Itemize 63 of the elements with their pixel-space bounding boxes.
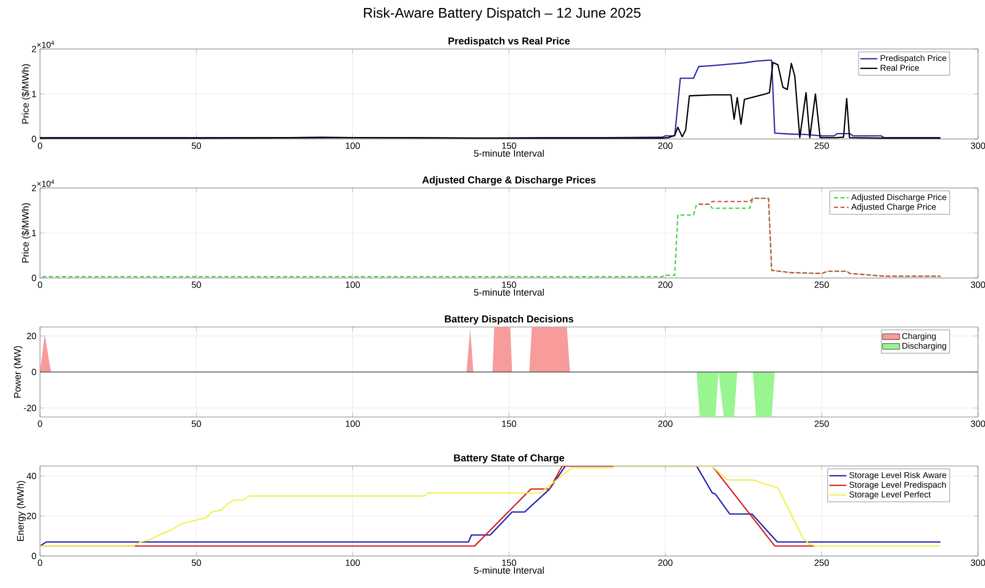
chart-title: Risk-Aware Battery Dispatch – 12 June 2025 <box>364 8 641 21</box>
legend-label: Real Price <box>880 64 919 71</box>
x-tick-label: 150 <box>502 420 516 427</box>
x-axis-title: 5-minute Interval <box>474 150 544 157</box>
y-tick-label: 20 <box>26 512 36 520</box>
x-tick-label: 0 <box>38 420 42 427</box>
y-axis-title: Price ($/MWh) <box>22 64 31 124</box>
y-tick-label: 20 <box>26 332 36 340</box>
x-tick-label: 0 <box>38 282 42 288</box>
x-tick-label: 300 <box>970 142 985 149</box>
x-tick-label: 200 <box>658 420 672 427</box>
legend-label: Discharging <box>902 342 946 350</box>
y-tick-label: 2 <box>32 184 36 192</box>
y-tick-label: -20 <box>24 404 36 412</box>
chart-title: Adjusted Charge & Discharge Prices <box>422 176 596 186</box>
x-tick-label: 250 <box>814 420 829 427</box>
x-tick-label: 100 <box>346 560 360 566</box>
y-tick-label: 0 <box>32 552 36 560</box>
x-tick-label: 100 <box>346 142 360 149</box>
legend-label: Storage Level Risk Aware <box>849 472 946 480</box>
x-tick-label: 50 <box>192 560 201 566</box>
chart-title: Battery State of Charge <box>454 454 564 464</box>
y-tick-label: 1 <box>32 230 36 236</box>
y-tick-label: 40 <box>26 472 36 480</box>
x-tick-label: 50 <box>192 282 201 288</box>
y-axis-title: Energy (MWh) <box>16 480 26 541</box>
legend-label: Adjusted Discharge Price <box>851 194 946 202</box>
x-tick-label: 200 <box>658 142 672 149</box>
x-tick-label: 250 <box>814 282 829 288</box>
legend-label: Adjusted Charge Price <box>851 204 936 212</box>
x-tick-label: 200 <box>658 282 672 288</box>
x-tick-label: 150 <box>502 560 516 566</box>
x-tick-label: 300 <box>970 420 985 427</box>
x-axis-title: 5-minute Interval <box>474 566 544 574</box>
chart-subtitle: Predispatch vs Real Price <box>448 37 570 46</box>
x-tick-label: 0 <box>38 560 42 566</box>
x-tick-label: 50 <box>192 420 201 427</box>
x-tick-label: 200 <box>658 560 672 566</box>
chart-title: Battery Dispatch Decisions <box>444 315 574 324</box>
x-tick-label: 100 <box>346 420 360 427</box>
text: ×10$^{4}$ <box>37 40 54 48</box>
x-tick-label: 50 <box>192 142 201 149</box>
y-tick-label: 1 <box>32 90 36 98</box>
legend-label: Storage Level Predispach <box>849 482 946 490</box>
y-axis-title: Price ($/MWh) <box>22 203 31 263</box>
legend-label: Charging <box>902 332 936 341</box>
legend-label: Storage Level Perfect <box>849 491 931 500</box>
y-tick-label: 0 <box>32 274 36 282</box>
x-axis-title: 5-minute Interval <box>474 288 544 296</box>
x-tick-label: 150 <box>502 282 516 288</box>
y-axis-title: Power (MW) <box>14 346 23 398</box>
x-tick-label: 150 <box>502 142 516 149</box>
y-tick-label: 2 <box>32 46 36 52</box>
x-tick-label: 250 <box>814 560 829 566</box>
x-tick-label: 300 <box>970 560 985 566</box>
text: ×10$^{4}$ <box>37 180 54 187</box>
x-tick-label: 300 <box>970 282 985 288</box>
x-tick-label: 250 <box>814 142 829 149</box>
x-tick-label: 100 <box>346 282 360 288</box>
x-tick-label: 0 <box>38 142 42 149</box>
y-tick-label: 0 <box>32 368 36 376</box>
y-tick-label: 0 <box>32 136 36 142</box>
legend-label: Predispatch Price <box>880 54 946 63</box>
